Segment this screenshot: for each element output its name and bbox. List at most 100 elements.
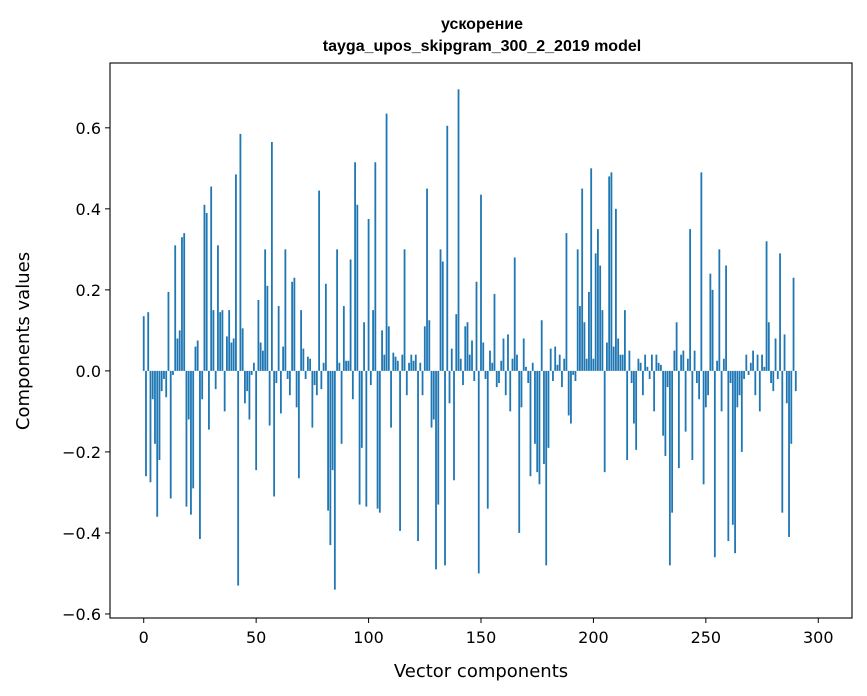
x-tick-label: 250 <box>691 628 722 647</box>
bar-component-282 <box>776 370 779 379</box>
bar-component-203 <box>599 265 602 371</box>
bar-component-69 <box>297 370 300 479</box>
chart-title: ускорение <box>441 16 523 33</box>
x-tick-label: 300 <box>803 628 834 647</box>
bar-component-5 <box>154 370 156 444</box>
bar-component-7 <box>158 370 161 460</box>
bar-component-266 <box>740 370 743 452</box>
bar-component-162 <box>507 334 509 371</box>
bar-component-176 <box>538 370 541 485</box>
bar-component-111 <box>392 352 395 371</box>
bar-component-105 <box>378 370 381 513</box>
bar-component-58 <box>273 370 276 497</box>
bar-component-135 <box>446 125 449 371</box>
bar-component-22 <box>192 370 195 489</box>
bar-component-283 <box>779 253 781 371</box>
bar-component-37 <box>226 336 228 371</box>
bar-component-0 <box>142 316 145 371</box>
bar-component-84 <box>331 370 334 471</box>
bar-component-218 <box>633 370 635 424</box>
bar-component-257 <box>720 370 723 412</box>
bar-component-217 <box>630 370 633 384</box>
bar-component-127 <box>428 320 431 371</box>
bar-component-128 <box>430 370 433 428</box>
bar-component-229 <box>657 362 660 371</box>
bar-component-129 <box>432 370 435 420</box>
bar-component-233 <box>666 370 669 388</box>
bar-component-288 <box>790 370 793 444</box>
bar-component-214 <box>624 310 626 371</box>
bar-component-146 <box>471 340 473 371</box>
bar-component-287 <box>788 370 790 537</box>
bar-component-112 <box>394 356 397 371</box>
bar-component-140 <box>457 89 460 371</box>
bar-component-132 <box>439 249 442 371</box>
bar-component-280 <box>772 370 775 392</box>
bar-component-121 <box>414 354 417 371</box>
bar-component-194 <box>579 306 581 371</box>
x-axis: 0 50 100 150 200 250 300 <box>139 618 834 647</box>
bar-component-258 <box>722 358 725 371</box>
bar-component-103 <box>374 162 377 371</box>
bar-component-4 <box>151 370 154 400</box>
x-axis-label: Vector components <box>394 661 568 682</box>
bar-component-158 <box>498 370 500 384</box>
bar-component-240 <box>682 350 685 371</box>
bar-component-87 <box>338 362 341 371</box>
bar-component-53 <box>262 350 264 371</box>
bar-component-183 <box>554 346 557 371</box>
bar-component-126 <box>426 188 428 371</box>
bar-component-117 <box>405 370 408 396</box>
bar-component-39 <box>230 342 233 371</box>
bar-component-256 <box>718 249 721 371</box>
bar-component-141 <box>459 358 462 371</box>
bar-component-94 <box>354 162 356 371</box>
bar-component-63 <box>284 249 287 371</box>
bar-component-211 <box>617 338 620 371</box>
bar-component-226 <box>650 354 653 371</box>
bar-component-52 <box>259 342 262 371</box>
bar-component-66 <box>291 281 294 371</box>
bar-component-209 <box>612 346 615 371</box>
bar-component-235 <box>671 370 674 513</box>
bar-component-31 <box>212 310 215 371</box>
bar-component-193 <box>576 249 579 371</box>
bar-component-245 <box>693 350 696 371</box>
bar-component-70 <box>300 310 303 371</box>
bar-component-272 <box>754 370 757 396</box>
bar-component-247 <box>698 370 700 400</box>
bar-component-85 <box>333 370 336 590</box>
bar-component-168 <box>520 370 523 408</box>
bar-component-284 <box>781 370 784 513</box>
bar-component-221 <box>639 362 642 371</box>
bar-component-1 <box>145 370 147 477</box>
bar-component-19 <box>185 370 188 507</box>
bar-component-60 <box>277 306 280 371</box>
bar-component-270 <box>749 362 752 371</box>
bar-component-41 <box>235 174 237 371</box>
chart-subtitle: tayga_upos_skipgram_300_2_2019 model <box>323 38 641 55</box>
bar-component-178 <box>543 370 545 465</box>
bar-component-212 <box>619 354 622 371</box>
bar-component-279 <box>770 370 772 384</box>
bar-component-200 <box>592 358 595 371</box>
bar-component-134 <box>444 370 446 566</box>
y-tick-label: 0.4 <box>76 200 101 219</box>
bar-component-182 <box>552 370 554 382</box>
bar-component-174 <box>534 370 536 444</box>
bar-component-14 <box>174 245 177 371</box>
y-tick-label: 0.0 <box>76 362 101 381</box>
bar-component-113 <box>396 360 399 371</box>
bar-component-223 <box>644 354 647 371</box>
bar-component-13 <box>172 370 174 375</box>
bar-component-30 <box>210 186 213 371</box>
bar-component-118 <box>408 362 410 371</box>
bar-component-268 <box>745 354 748 371</box>
bar-component-116 <box>403 249 406 371</box>
bar-component-48 <box>250 370 253 375</box>
bar-component-184 <box>556 364 559 371</box>
x-tick-label: 150 <box>466 628 497 647</box>
bar-component-227 <box>653 370 656 412</box>
bar-component-99 <box>365 370 368 507</box>
y-axis-label: Components values <box>13 252 34 430</box>
